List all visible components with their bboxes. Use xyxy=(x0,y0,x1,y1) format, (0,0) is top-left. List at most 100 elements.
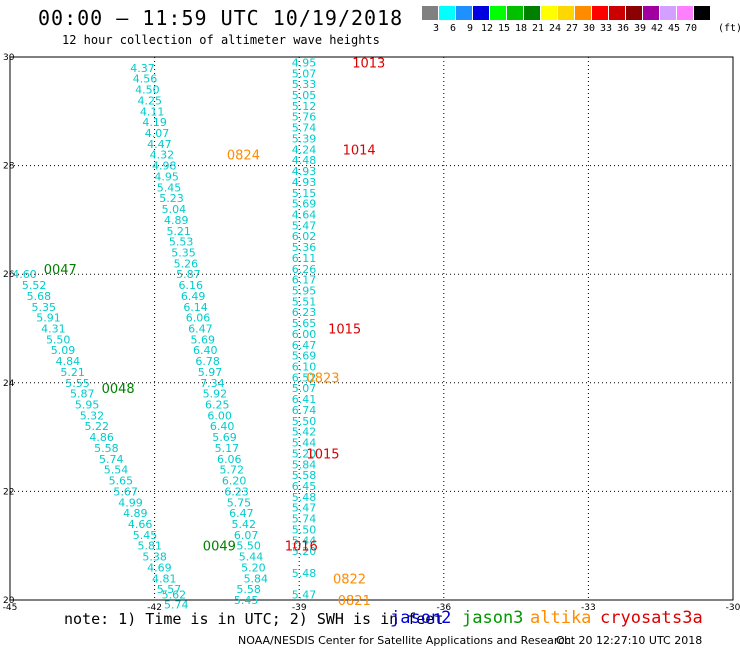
wave-height-value: 5.44 xyxy=(292,534,317,547)
wave-height-value: 5.38 xyxy=(142,551,167,564)
wave-height-value: 5.58 xyxy=(236,583,261,596)
legend-swatch xyxy=(456,6,472,20)
legend-swatch xyxy=(541,6,557,20)
y-tick-label: 30 xyxy=(3,53,15,63)
legend-label: 70 xyxy=(684,23,698,34)
legend-swatch xyxy=(524,6,540,20)
wave-height-value: 5.74 xyxy=(292,122,317,135)
wave-height-value: 4.86 xyxy=(89,431,114,444)
legend-unit: (ft) xyxy=(718,23,740,34)
wave-height-value: 5.58 xyxy=(292,469,317,482)
wave-height-value: 4.93 xyxy=(292,165,317,178)
legend-label: 42 xyxy=(650,23,664,34)
wave-height-value: 6.16 xyxy=(179,279,204,292)
wave-height-value: 4.47 xyxy=(147,138,172,151)
wave-height-value: 5.84 xyxy=(244,572,269,585)
wave-height-value: 6.02 xyxy=(292,230,317,243)
legend-label: 39 xyxy=(633,23,647,34)
wave-height-value: 5.69 xyxy=(212,431,237,444)
x-tick-label: -33 xyxy=(581,603,596,613)
wave-height-value: 4.11 xyxy=(140,105,165,118)
legend-label: 9 xyxy=(466,23,474,34)
legend-swatch xyxy=(490,6,506,20)
wave-height-value: 5.52 xyxy=(22,279,47,292)
wave-height-value: 5.45 xyxy=(234,594,259,607)
y-tick-label: 26 xyxy=(3,270,15,280)
legend-label: 36 xyxy=(616,23,630,34)
legend-swatch xyxy=(507,6,523,20)
wave-height-value: 4.93 xyxy=(292,176,317,189)
wave-height-value: 4.98 xyxy=(152,160,177,173)
wave-height-value: 5.22 xyxy=(85,420,110,433)
wave-height-value: 4.89 xyxy=(164,214,189,227)
wave-height-value: 6.10 xyxy=(292,361,317,374)
y-tick-label: 22 xyxy=(3,487,14,497)
legend-label: 24 xyxy=(548,23,562,34)
wave-height-value: 4.95 xyxy=(292,56,317,69)
wave-height-value: 5.74 xyxy=(292,513,317,526)
legend-swatch xyxy=(439,6,455,20)
wave-height-value: 6.23 xyxy=(224,485,249,498)
pass-label: 0824 xyxy=(227,149,260,164)
wave-height-value: 5.33 xyxy=(292,78,317,91)
footer-note: note: 1) Time is in UTC; 2) SWH is in fe… xyxy=(64,610,444,628)
wave-height-value: 5.76 xyxy=(292,111,317,124)
wave-height-value: 5.69 xyxy=(191,333,216,346)
wave-height-value: 5.50 xyxy=(292,523,317,536)
wave-height-value: 5.50 xyxy=(46,333,71,346)
wave-height-value: 5.50 xyxy=(236,540,261,553)
wave-height-value: 5.21 xyxy=(166,225,191,238)
mission-altika: altika xyxy=(530,608,592,628)
wave-height-value: 6.47 xyxy=(229,507,254,520)
wave-height-value: 7.34 xyxy=(200,377,225,390)
wave-height-value: 4.31 xyxy=(41,323,66,336)
wave-height-value: 5.47 xyxy=(292,219,317,232)
wave-height-value: 5.05 xyxy=(292,89,317,102)
wave-height-value: 5.09 xyxy=(51,344,76,357)
legend-swatch xyxy=(558,6,574,20)
legend-label: 27 xyxy=(565,23,579,34)
wave-height-value: 5.57 xyxy=(157,583,182,596)
wave-height-value: 5.26 xyxy=(174,257,199,270)
y-tick-label: 24 xyxy=(3,379,15,389)
pass-label: 0822 xyxy=(333,572,366,587)
wave-height-value: 4.24 xyxy=(292,143,317,156)
wave-height-value: 6.00 xyxy=(207,409,232,422)
credit-line: NOAA/NESDIS Center for Satellite Applica… xyxy=(238,634,572,647)
legend-swatch xyxy=(677,6,693,20)
wave-height-value: 5.20 xyxy=(241,561,266,574)
wave-height-value: 5.69 xyxy=(292,350,317,363)
wave-height-value: 5.91 xyxy=(36,312,61,325)
wave-height-value: 4.56 xyxy=(133,73,158,86)
page-subtitle: 12 hour collection of altimeter wave hei… xyxy=(62,33,380,47)
wave-height-value: 4.25 xyxy=(138,94,163,107)
wave-height-value: 5.45 xyxy=(157,181,182,194)
wave-height-value: 5.69 xyxy=(292,198,317,211)
wave-height-value: 5.50 xyxy=(292,415,317,428)
pass-label: 0049 xyxy=(203,540,236,555)
wave-height-value: 4.37 xyxy=(130,62,155,75)
wave-height-value: 5.17 xyxy=(215,442,240,455)
pass-label: 0048 xyxy=(102,382,135,397)
wave-height-value: 5.48 xyxy=(292,567,317,580)
wave-height-value: 6.52 xyxy=(292,371,317,384)
wave-height-value: 6.25 xyxy=(205,399,230,412)
wave-height-value: 5.87 xyxy=(70,388,95,401)
wave-height-value: 4.19 xyxy=(142,116,167,129)
wave-height-value: 6.06 xyxy=(186,312,211,325)
wave-height-value: 5.47 xyxy=(292,502,317,515)
legend-label: 30 xyxy=(582,23,596,34)
pass-label: 1016 xyxy=(285,540,318,555)
wave-height-value: 6.07 xyxy=(234,529,259,542)
wave-height-value: 5.07 xyxy=(292,382,317,395)
wave-height-value: 5.15 xyxy=(292,187,317,200)
legend-swatch xyxy=(422,6,438,20)
legend-swatch xyxy=(643,6,659,20)
legend-swatch xyxy=(660,6,676,20)
wave-height-value: 5.65 xyxy=(292,317,317,330)
wave-height-value: 5.67 xyxy=(113,485,138,498)
wave-height-value: 5.04 xyxy=(162,203,187,216)
wave-height-value: 5.75 xyxy=(227,496,252,509)
wave-height-value: 5.97 xyxy=(198,366,223,379)
wave-height-value: 5.21 xyxy=(60,366,85,379)
